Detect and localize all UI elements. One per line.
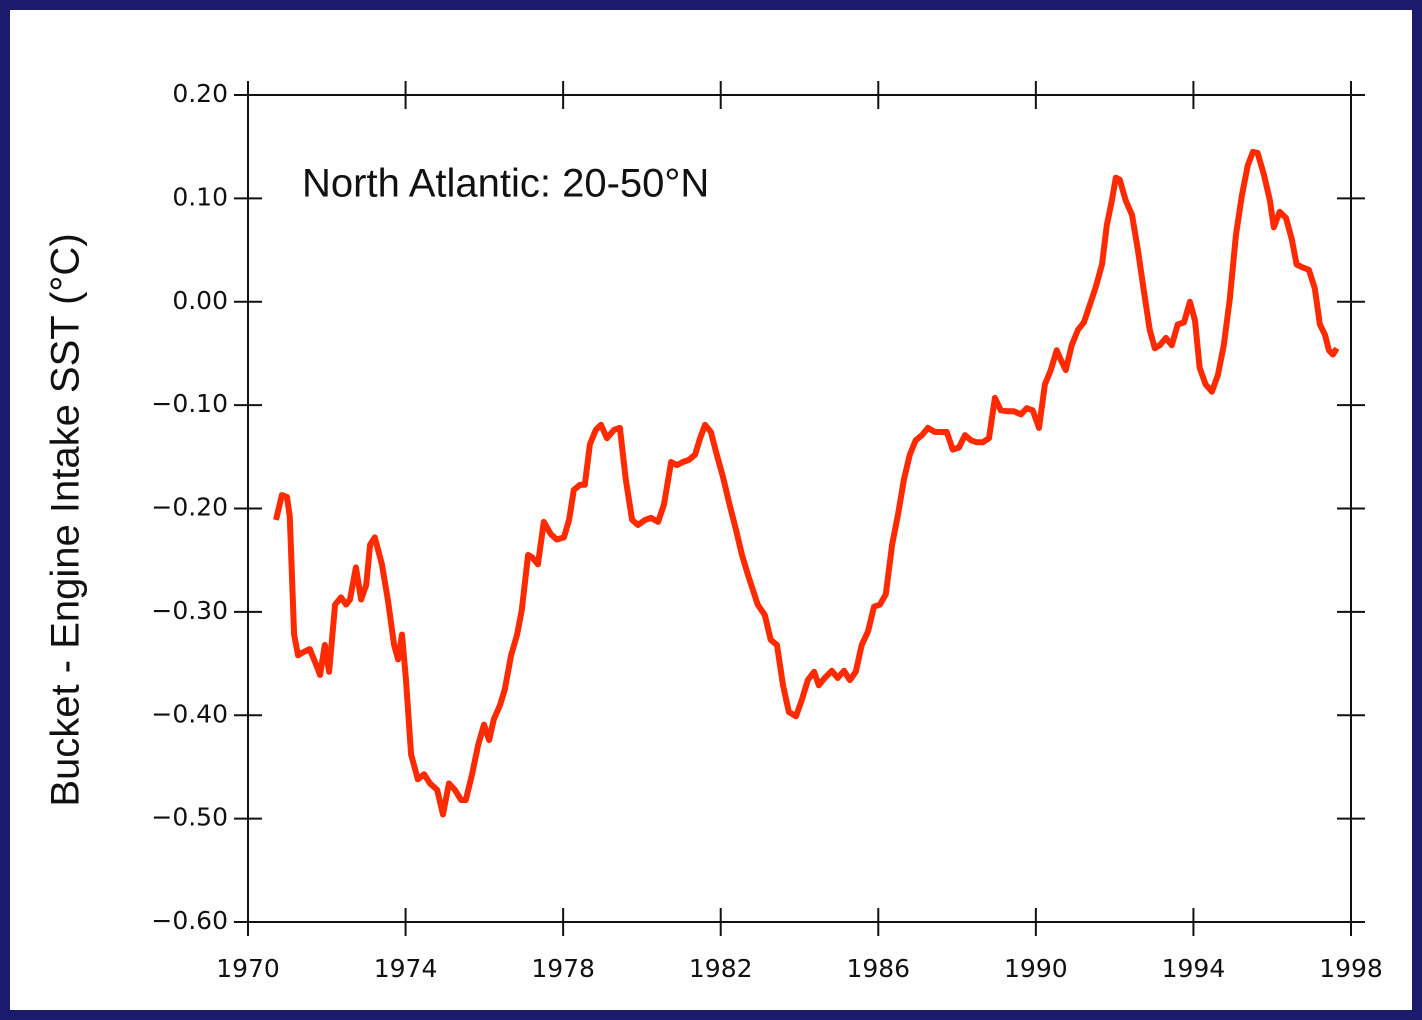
x-tick-label: 1970 (216, 954, 280, 983)
y-tick-label: −0.60 (151, 906, 228, 935)
panel (10, 10, 1412, 1010)
y-tick-label: −0.30 (151, 596, 228, 625)
y-tick-label: 0.20 (172, 79, 228, 108)
y-tick-label: 0.10 (172, 182, 228, 211)
x-tick-label: 1974 (374, 954, 438, 983)
data-line (273, 148, 1340, 818)
y-tick-label: −0.50 (151, 803, 228, 832)
y-tick-label: 0.00 (172, 286, 228, 315)
y-axis-title: Bucket - Engine Intake SST (°C) (44, 233, 88, 806)
y-tick-label: −0.40 (151, 699, 228, 728)
annotation: North Atlantic: 20-50°N (302, 162, 709, 206)
x-tick-label: 1998 (1319, 954, 1383, 983)
y-tick-label: −0.10 (151, 389, 228, 418)
x-tick-label: 1978 (531, 954, 595, 983)
x-tick-label: 1986 (846, 954, 910, 983)
x-tick-label: 1994 (1162, 954, 1226, 983)
x-tick-label: 1982 (689, 954, 753, 983)
y-tick-label: −0.20 (151, 493, 228, 522)
x-tick-label: 1990 (1004, 954, 1068, 983)
